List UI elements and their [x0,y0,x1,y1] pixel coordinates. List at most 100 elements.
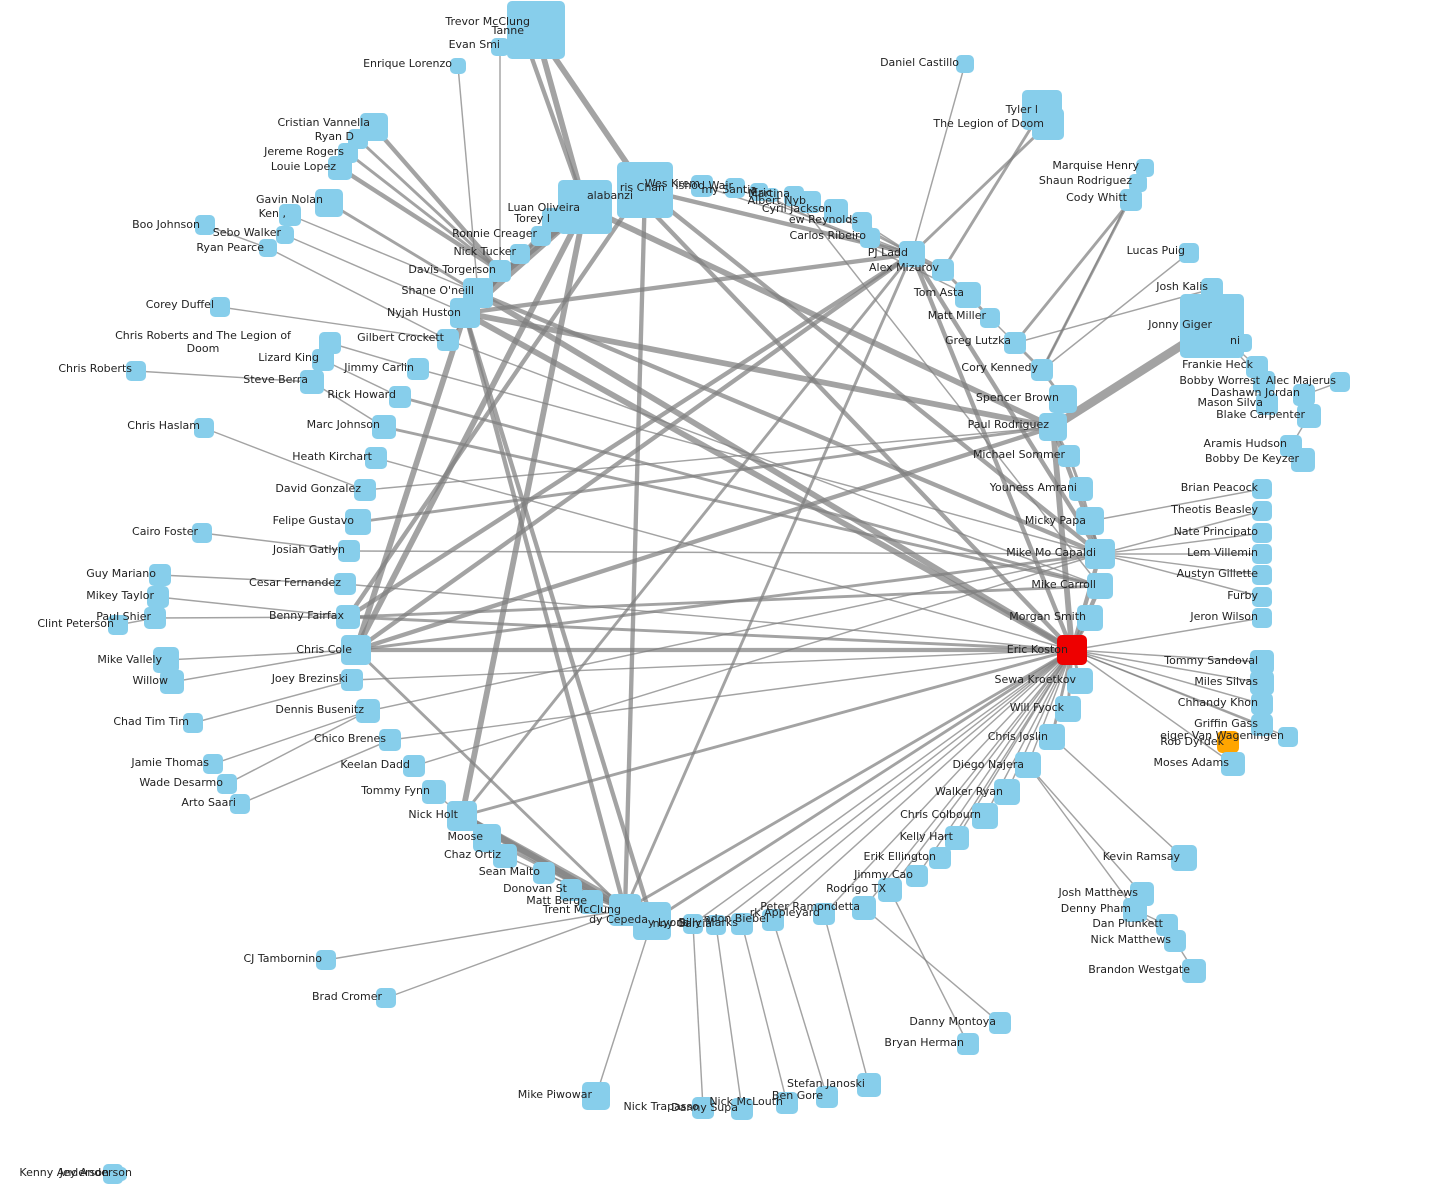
graph-node-clint-peterson[interactable] [108,615,128,635]
graph-node-chris-roberts[interactable] [126,361,146,381]
graph-node-ken[interactable] [279,204,301,226]
graph-node-ishod-wair[interactable] [725,178,745,198]
graph-node-legion-of-doom[interactable] [1032,108,1064,140]
graph-node-joey-brezinski[interactable] [341,669,363,691]
graph-node-cody-whitt[interactable] [1120,189,1142,211]
graph-node-wade-desarmo[interactable] [217,774,237,794]
graph-node-jimmy-cao[interactable] [906,865,928,887]
graph-node-sebo-walker[interactable] [276,226,294,244]
graph-node-albert-nyberg[interactable] [799,191,821,213]
graph-node-mike-vallely[interactable] [153,647,179,673]
graph-node-josiah-gatlyn[interactable] [338,540,360,562]
graph-node-morgan-smith[interactable] [1077,605,1103,631]
graph-node-nick-mclouth[interactable] [776,1092,798,1114]
graph-node-willow[interactable] [160,670,184,694]
graph-node-ben-gore[interactable] [816,1086,838,1108]
graph-node-moses-adams[interactable] [1221,752,1245,776]
graph-node-steve-berra[interactable] [300,370,324,394]
graph-node-rick-howard[interactable] [389,386,411,408]
graph-node-eric-m[interactable] [765,188,779,202]
graph-node-mikey-taylor[interactable] [147,586,169,608]
graph-node-guy-mariano[interactable] [149,564,171,586]
graph-node-matt-miller[interactable] [980,308,1000,328]
graph-node-mike-mo-capaldi[interactable] [1085,539,1115,569]
graph-node-danny-supa[interactable] [731,1098,753,1120]
graph-node-brian-peacock[interactable] [1252,479,1272,499]
graph-node-louie-lopez[interactable] [328,156,352,180]
graph-node-bryan-herman[interactable] [957,1033,979,1055]
graph-node-sewa-kroetkov[interactable] [1067,668,1093,694]
graph-node-chico-brenes[interactable] [379,729,401,751]
graph-node-boo-johnson[interactable] [195,215,215,235]
graph-node-david-gonzalez[interactable] [354,479,376,501]
graph-node-chris-roberts-legion[interactable] [319,332,341,354]
graph-node-youness-amrani[interactable] [1069,477,1093,501]
graph-node-brad-cromer[interactable] [376,988,396,1008]
graph-node-drew-reynolds[interactable] [852,212,872,232]
graph-node-cj-tambornino[interactable] [316,950,336,970]
graph-node-balabanzi[interactable] [617,176,657,216]
graph-node-lem-villemin[interactable] [1252,544,1272,564]
graph-node-stefan-janoski[interactable] [857,1073,881,1097]
graph-node-mason-silva[interactable] [1256,393,1278,415]
graph-node-brandon-biebel[interactable] [762,909,784,931]
graph-node-miles-silvas[interactable] [1250,671,1274,695]
graph-node-corey-duffel[interactable] [210,297,230,317]
graph-node-dashawn-jordan[interactable] [1293,384,1315,406]
graph-node-daniel-castillo[interactable] [956,55,974,73]
graph-node-spencer-brown[interactable] [1049,385,1077,413]
graph-node-paul-rodriguez[interactable] [1039,413,1067,441]
graph-node-carlos-ribeiro[interactable] [860,228,880,248]
graph-node-peter-ramondetta[interactable] [852,896,876,920]
graph-node-shaun-rodriguez[interactable] [1129,174,1147,192]
graph-node-jimmy-santiago[interactable] [750,183,768,201]
graph-node-kevin-ramsay[interactable] [1171,845,1197,871]
graph-node-theotis-beasley[interactable] [1252,501,1272,521]
graph-node-nick-trapasso[interactable] [692,1097,714,1119]
graph-node-chris-colbourn[interactable] [972,803,998,829]
graph-node-denny-pham[interactable] [1123,898,1147,922]
graph-node-tanner[interactable] [511,23,537,49]
graph-node-cyril-jackson[interactable] [824,199,848,223]
graph-node-marquise-henry[interactable] [1136,159,1154,177]
graph-node-bobby-worrest[interactable] [1253,371,1275,393]
graph-node-luan-oliveira[interactable] [558,180,612,234]
graph-node-tom-asta[interactable] [955,282,981,308]
graph-node-chad-tim-tim[interactable] [183,713,203,733]
graph-node-jimmy-carlin[interactable] [407,358,429,380]
graph-node-jeron-wilson[interactable] [1252,608,1272,628]
graph-node-nick-holt[interactable] [447,801,477,831]
graph-node-eric-koston[interactable] [1057,635,1087,665]
graph-node-nick-tucker[interactable] [510,244,530,264]
graph-node-blake-carpenter[interactable] [1297,404,1321,428]
graph-node-danny-montoya[interactable] [989,1012,1011,1034]
graph-node-chris-joslin[interactable] [1039,724,1065,750]
graph-node-giger-ni[interactable] [1234,334,1252,352]
graph-node-ty-lyons[interactable] [683,914,703,934]
graph-node-rodrigo-tx[interactable] [878,878,902,902]
graph-node-paul-shier[interactable] [144,607,166,629]
graph-node-erik-ellington[interactable] [929,847,951,869]
graph-node-greg-lutzka[interactable] [1004,332,1026,354]
graph-node-chhandy-khon[interactable] [1251,693,1273,715]
graph-node-jonny-giger[interactable] [1180,294,1244,358]
graph-node-keelan-dadd[interactable] [403,755,425,777]
graph-node-michael-sommer[interactable] [1058,445,1080,467]
graph-node-mike-piwowar[interactable] [582,1082,610,1110]
graph-node-furby[interactable] [1252,587,1272,607]
graph-node-diego-najera[interactable] [1015,752,1041,778]
graph-node-jamie-thomas[interactable] [203,754,223,774]
graph-node-pj-ladd[interactable] [899,241,925,267]
graph-node-alec-majerus[interactable] [1330,372,1350,392]
graph-node-nate-principato[interactable] [1252,523,1272,543]
graph-node-enrique-lorenzo[interactable] [450,58,466,74]
graph-node-cory-kennedy[interactable] [1031,359,1053,381]
graph-node-alex-mizurov[interactable] [932,259,954,281]
graph-node-sean-malto[interactable] [533,862,555,884]
graph-node-will-fyock[interactable] [1055,696,1081,722]
graph-node-ronnie-creager[interactable] [531,226,551,246]
graph-node-micky-papa[interactable] [1076,507,1104,535]
graph-node-cesar-fernandez[interactable] [334,573,356,595]
graph-node-brandon-westgate[interactable] [1182,959,1206,983]
